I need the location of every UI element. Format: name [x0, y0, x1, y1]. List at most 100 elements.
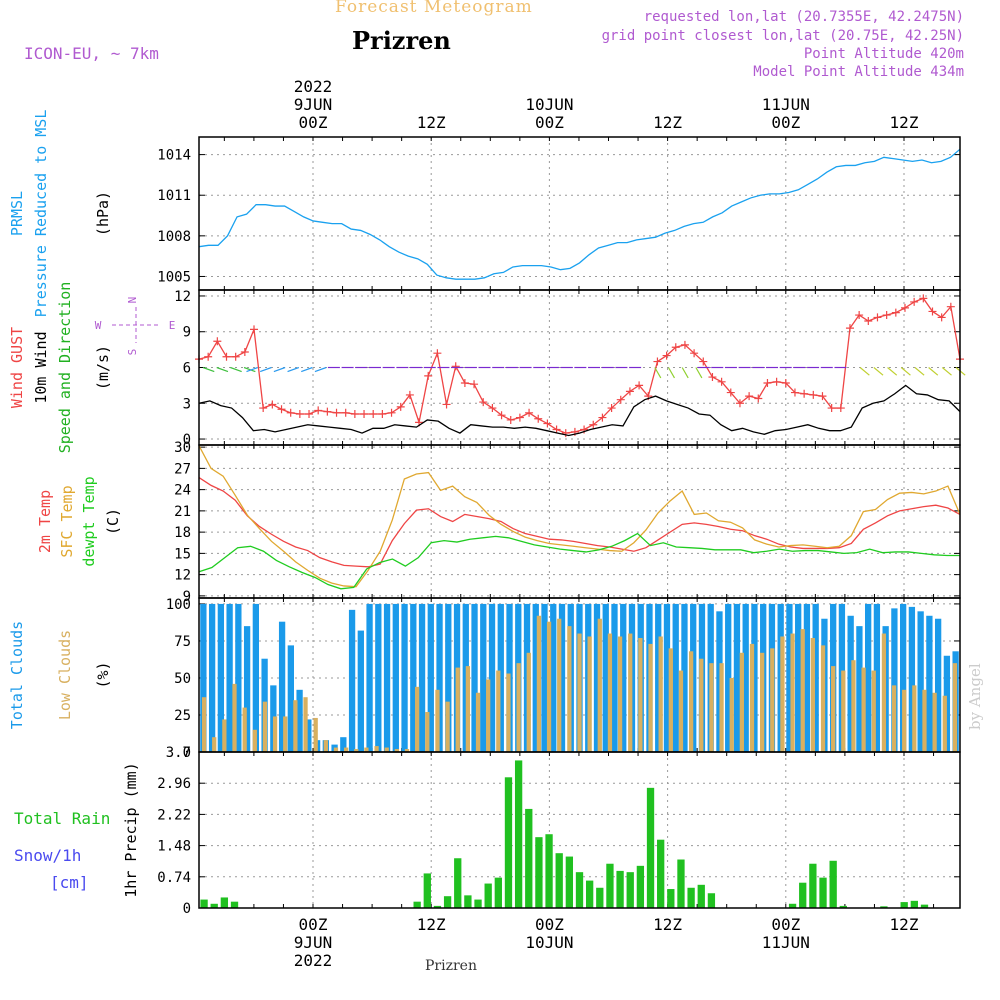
gust-marker [653, 357, 662, 366]
bar-low-clouds [303, 697, 308, 752]
gust-marker [561, 429, 570, 438]
bar-total-rain [920, 904, 929, 908]
bar-total-rain [575, 872, 584, 908]
bar-total-rain [687, 887, 695, 908]
bar-total-clouds [392, 603, 399, 752]
gust-marker [396, 402, 405, 411]
bar-total-clouds [663, 603, 671, 752]
bar-low-clouds [394, 749, 399, 752]
bar-total-rain [788, 903, 797, 908]
precip-side-label: Snow/1h [14, 846, 81, 865]
bar-total-rain [433, 905, 442, 908]
model-label: ICON-EU, ~ 7km [24, 44, 159, 63]
gust-marker [488, 404, 497, 413]
gust-marker [882, 311, 891, 320]
axis-unit: (m/s) [94, 345, 112, 390]
y-tick-label: 25 [174, 708, 191, 724]
gust-marker [332, 408, 341, 417]
bar-total-rain [514, 760, 523, 908]
y-tick-label: 12 [174, 289, 191, 305]
bar-low-clouds [546, 621, 552, 752]
gust-marker [873, 313, 882, 322]
bar-total-clouds [847, 615, 854, 752]
bar-total-rain [585, 880, 594, 908]
gust-marker [900, 303, 909, 312]
bar-total-clouds [655, 603, 662, 752]
bar-total-clouds [497, 603, 504, 752]
gust-marker [525, 408, 534, 417]
bar-total-rain [545, 834, 553, 908]
series-line-prmsl [198, 148, 961, 280]
gust-marker [635, 381, 644, 390]
gust-marker [598, 413, 607, 422]
bar-low-clouds [790, 633, 795, 752]
bar-low-clouds [313, 717, 318, 752]
y-tick-label: 27 [174, 461, 191, 477]
bar-total-rain [555, 853, 563, 908]
gust-marker [928, 307, 937, 316]
axis-title: Speed and Direction [56, 282, 74, 454]
bar-low-clouds [628, 633, 633, 752]
time-label-top: 12Z [890, 113, 919, 132]
wind-direction-arrow [695, 367, 703, 379]
gust-marker [717, 377, 726, 386]
time-label-bottom: 12Z [890, 915, 919, 934]
bar-low-clouds [780, 636, 785, 752]
bar-total-clouds [418, 603, 426, 752]
bar-low-clouds [770, 648, 775, 752]
bar-total-clouds [891, 608, 898, 752]
bar-low-clouds [861, 667, 866, 752]
gust-marker [589, 420, 598, 429]
bar-total-clouds [795, 603, 802, 752]
y-tick-label: 0 [183, 901, 191, 917]
bar-total-clouds [436, 603, 443, 752]
wind-direction-arrow [667, 367, 676, 379]
bar-total-clouds [873, 603, 881, 752]
gust-marker [699, 357, 708, 366]
time-label-top: 11JUN [762, 95, 810, 114]
bar-low-clouds [719, 663, 724, 752]
gust-marker [497, 411, 506, 420]
y-tick-label: 6 [183, 361, 191, 377]
gust-marker [836, 404, 845, 413]
bar-total-clouds [541, 603, 548, 752]
gust-marker [534, 414, 543, 423]
bar-total-clouds [480, 603, 487, 752]
bar-low-clouds [810, 637, 816, 752]
gust-marker [772, 377, 781, 386]
bar-low-clouds [384, 747, 389, 752]
wind-direction-arrow [259, 366, 272, 373]
gust-marker [360, 410, 369, 418]
gust-marker [919, 294, 928, 303]
bar-low-clouds [912, 685, 917, 752]
bar-low-clouds [404, 749, 410, 752]
gust-marker [341, 408, 350, 417]
gust-marker [845, 324, 854, 333]
gust-marker [781, 379, 790, 387]
wind-direction-arrow [273, 366, 286, 373]
gust-marker [314, 406, 323, 415]
gust-marker [442, 400, 451, 409]
axis-unit: (%) [94, 661, 112, 688]
gust-marker [855, 311, 864, 320]
precip-side-label: Total Rain [14, 809, 110, 828]
bar-total-clouds [296, 689, 303, 752]
axis-title: Wind GUST [8, 327, 26, 408]
bar-total-clouds [917, 611, 924, 752]
bar-total-rain [819, 877, 827, 908]
bar-low-clouds [668, 648, 673, 752]
point-altitude: Point Altitude 420m [803, 46, 964, 62]
bar-total-rain [474, 899, 482, 908]
bar-total-rain [839, 905, 847, 908]
time-label-bottom: 00Z [771, 915, 800, 934]
bar-low-clouds [820, 645, 826, 752]
bar-total-clouds [926, 615, 933, 752]
gust-marker [735, 399, 744, 408]
bar-low-clouds [841, 670, 846, 752]
wind-direction-arrow [873, 367, 884, 376]
gust-marker [827, 404, 836, 413]
bar-total-rain [525, 808, 533, 908]
bar-low-clouds [333, 747, 339, 752]
wind-direction-arrow [202, 366, 215, 373]
